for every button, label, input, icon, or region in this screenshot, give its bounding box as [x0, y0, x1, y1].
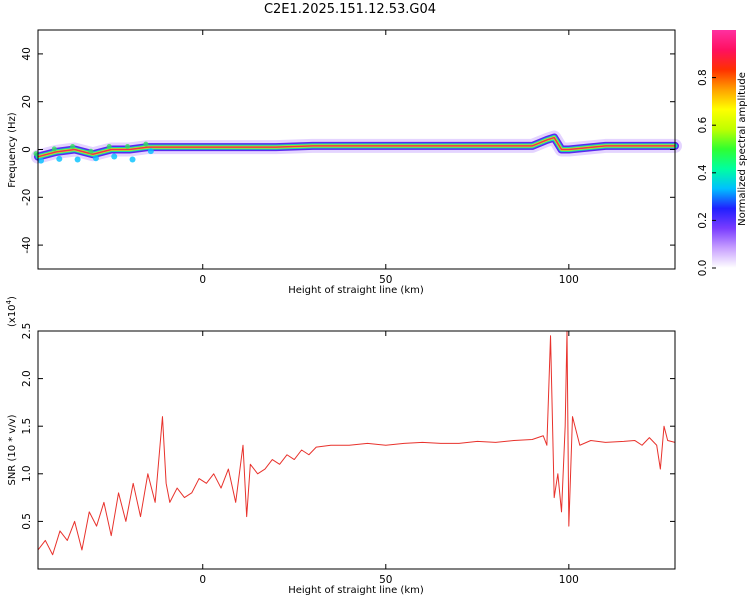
y-tick-label: 2.5: [21, 323, 33, 340]
x-tick-label: 50: [379, 574, 392, 586]
speckle-mark: [51, 146, 57, 152]
x-tick-label: 50: [379, 274, 392, 286]
y-tick-label: 1.0: [21, 465, 33, 482]
speckle-mark: [106, 144, 112, 149]
y-tick-label: 1.5: [21, 418, 33, 435]
colorbar-gradient: [712, 30, 736, 268]
speckle-mark: [147, 148, 154, 155]
speckle-mark: [38, 157, 44, 164]
colorbar-tick-label: 0.0: [697, 260, 709, 277]
colorbar-tick-label: 0.4: [697, 164, 709, 181]
x-tick-label: 0: [199, 574, 206, 586]
spectrogram-y-ticks: -40 -20 0 20 40: [21, 47, 675, 254]
x-tick-label: 100: [559, 574, 579, 586]
speckle-mark: [70, 144, 76, 149]
snr-series-line: [37, 330, 676, 556]
speckle-mark: [143, 141, 149, 147]
y-tick-label: 40: [21, 47, 33, 60]
spectrogram-x-ticks: 0 50 100: [199, 30, 579, 286]
x-tick-label: 0: [199, 274, 206, 286]
colorbar: 0.0 0.2 0.4 0.6 0.8 Normalized spectral ampl…: [697, 30, 748, 276]
colorbar-tick-label: 0.2: [697, 212, 709, 229]
y-tick-label: 0.5: [21, 513, 33, 530]
snr-y-axis-label: SNR (10 * v/v): [7, 414, 18, 485]
snr-panel: 0.5 1.0 1.5 2.0 2.5 0 50 100 Height of straigh…: [5, 296, 676, 596]
speckle-mark: [33, 151, 39, 157]
snr-x-axis-label: Height of straight line (km): [288, 585, 424, 596]
spectrogram-panel: -40 -20 0 20 40 0 50 100 Height of straight li…: [7, 29, 682, 296]
colorbar-tick-label: 0.8: [697, 69, 709, 86]
ridge-peak-line: [37, 136, 675, 158]
y-tick-label: 20: [21, 95, 33, 108]
y-tick-label: 2.0: [21, 370, 33, 387]
speckle-mark: [74, 156, 81, 163]
speckle-mark: [88, 148, 94, 154]
colorbar-label: Normalized spectral amplitude: [737, 72, 748, 226]
speckle-mark: [111, 153, 118, 160]
snr-y-multiplier: (x104): [5, 296, 18, 327]
snr-y-ticks: 0.5 1.0 1.5 2.0 2.5: [21, 323, 675, 530]
y-tick-label: 0: [21, 146, 33, 153]
snr-frame: [37, 330, 676, 570]
speckle-mark: [129, 156, 136, 163]
figure-title: C2E1.2025.151.12.53.G04: [264, 2, 436, 17]
snr-plot-area: [38, 331, 675, 569]
spectrogram-x-axis-label: Height of straight line (km): [288, 285, 424, 296]
y-tick-label: -20: [21, 189, 33, 206]
colorbar-ticks: 0.0 0.2 0.4 0.6 0.8: [697, 69, 716, 276]
y-tick-label: -40: [21, 237, 33, 254]
speckle-mark: [92, 155, 99, 162]
spectrogram-y-axis-label: Frequency (Hz): [7, 112, 18, 188]
speckle-mark: [56, 155, 63, 162]
snr-x-ticks: 0 50 100: [199, 331, 579, 586]
x-tick-label: 100: [559, 274, 579, 286]
colorbar-tick-label: 0.6: [697, 117, 709, 134]
spectrogram-marks: [31, 130, 682, 164]
speckle-mark: [125, 144, 131, 149]
